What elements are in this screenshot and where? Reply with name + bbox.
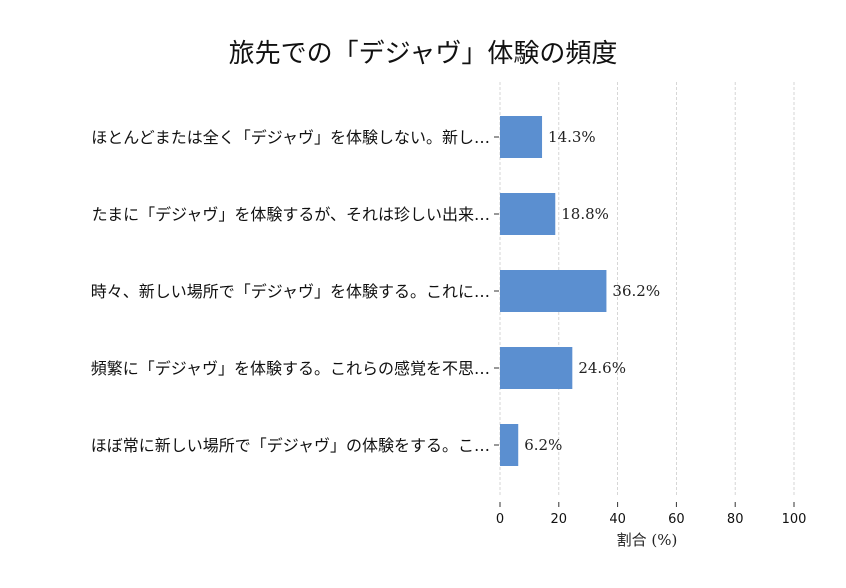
- chart-title: 旅先での「デジャヴ」体験の頻度: [229, 39, 618, 69]
- x-tick-label: 60: [668, 512, 685, 527]
- bar: [500, 193, 556, 235]
- x-tick-label: 40: [609, 512, 626, 527]
- x-tick-label: 80: [727, 512, 744, 527]
- x-tick-label: 100: [782, 512, 807, 527]
- x-tick-label: 20: [551, 512, 568, 527]
- bar: [500, 424, 519, 466]
- data-label: 36.2%: [612, 282, 660, 300]
- bar: [500, 270, 607, 312]
- category-label: 頻繁に「デジャヴ」を体験する。これらの感覚を不思…: [91, 359, 490, 378]
- data-label: 18.8%: [561, 205, 609, 223]
- bars: 14.3% 18.8% 36.2% 24.6% 6.2%: [500, 116, 660, 466]
- bar: [500, 347, 573, 389]
- data-label: 24.6%: [578, 359, 626, 377]
- data-label: 6.2%: [524, 436, 562, 454]
- category-label: ほぼ常に新しい場所で「デジャヴ」の体験をする。こ…: [91, 436, 490, 455]
- x-axis-ticks: 0 20 40 60 80 100: [496, 502, 807, 527]
- x-tick-label: 0: [496, 512, 504, 527]
- category-label: たまに「デジャヴ」を体験するが、それは珍しい出来…: [92, 205, 490, 224]
- data-label: 14.3%: [548, 128, 596, 146]
- category-label: ほとんどまたは全く「デジャヴ」を体験しない。新し…: [91, 128, 490, 147]
- category-label: 時々、新しい場所で「デジャヴ」を体験する。これに…: [91, 282, 490, 301]
- x-axis-label: 割合 (%): [617, 531, 678, 549]
- bar: [500, 116, 543, 158]
- y-axis-labels: ほとんどまたは全く「デジャヴ」を体験しない。新し… たまに「デジャヴ」を体験するが…: [91, 128, 499, 455]
